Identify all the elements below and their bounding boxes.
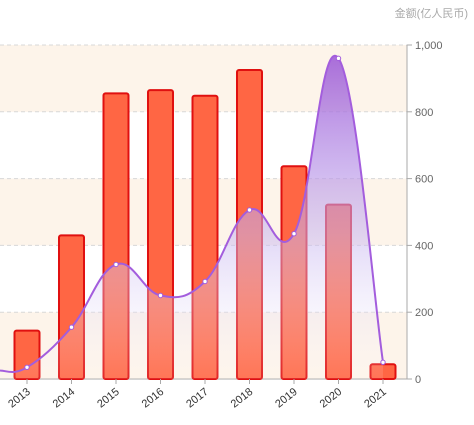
x-tick-label: 2021 [362,386,389,411]
area-fill [0,55,383,379]
line-point-2016[interactable] [157,292,164,299]
x-tick-label: 2013 [6,386,33,411]
line-point-2020[interactable] [335,55,342,62]
line-point-2019[interactable] [291,231,297,237]
line-point-2017[interactable] [202,278,208,285]
area-line-series [0,54,386,379]
y-tick-label: 800 [415,107,433,119]
line-point-2014[interactable] [68,324,75,330]
x-tick-label: 2019 [273,386,300,411]
line-point-2021[interactable] [380,359,386,365]
x-tick-label: 2014 [51,386,78,411]
line-point-2013[interactable] [24,364,30,371]
y-tick-label: 200 [415,307,433,319]
x-tick-label: 2018 [229,386,256,411]
x-tick-label: 2016 [140,386,167,411]
line-point-2018[interactable] [246,207,253,213]
line-point-2015[interactable] [113,261,119,268]
y-tick-label: 0 [415,374,421,386]
x-tick-label: 2017 [184,386,211,411]
x-tick-label: 2015 [95,386,122,411]
y-tick-label: 1,000 [415,40,443,52]
y-axis-title: 金额(亿人民币) [395,6,468,20]
x-tick-label: 2020 [318,386,345,411]
y-tick-label: 600 [415,174,433,186]
y-tick-label: 400 [415,240,433,252]
